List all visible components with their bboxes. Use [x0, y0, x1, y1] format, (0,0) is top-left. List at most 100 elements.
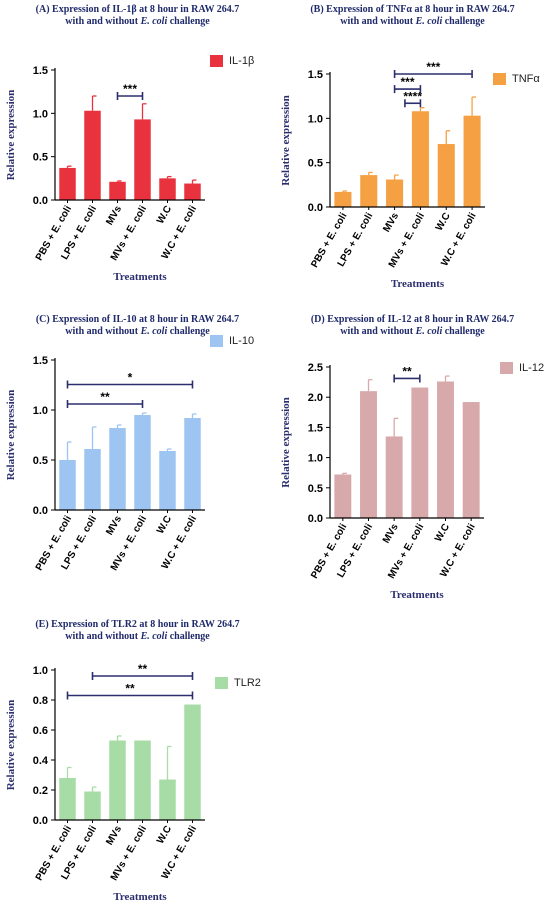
y-tick-label: 2.5	[308, 362, 323, 374]
title-line-1: (E) Expression of TLR2 at 8 hour in RAW …	[35, 619, 240, 630]
x-tick-label: MVs	[104, 204, 124, 228]
y-tick-label: 0.5	[308, 158, 323, 170]
significance-label: ****	[403, 89, 422, 103]
bar	[59, 167, 76, 200]
y-tick-label: 0.4	[33, 755, 49, 767]
y-tick-label: 0.0	[33, 815, 48, 827]
y-tick-label: 0.0	[308, 513, 323, 525]
bar	[184, 183, 201, 200]
x-axis-label: Treatments	[391, 278, 445, 290]
title-line-2: with and without E. coli challenge	[65, 16, 210, 27]
significance-label: **	[100, 390, 110, 404]
y-axis-label: Relative expression	[280, 397, 292, 488]
x-axis-label: Treatments	[390, 589, 444, 601]
x-tick-label: MVs	[104, 824, 124, 848]
bar	[84, 449, 101, 510]
title-line-2: with and without E. coli challenge	[340, 326, 485, 337]
y-tick-label: 0.0	[308, 202, 323, 214]
significance-label: ***	[426, 60, 440, 74]
y-tick-label: 1.0	[308, 453, 323, 465]
chart-title: (E) Expression of TLR2 at 8 hour in RAW …	[5, 619, 270, 643]
y-tick-label: 0.2	[33, 785, 48, 797]
chart-title: (A) Expression of IL-1β at 8 hour in RAW…	[5, 4, 270, 28]
x-tick-label: MVs	[104, 514, 124, 538]
bar	[134, 119, 151, 200]
legend-label: TNFα	[512, 73, 540, 85]
y-tick-label: 0.6	[33, 725, 48, 737]
bar	[134, 415, 151, 510]
significance-label: ***	[400, 75, 414, 89]
panel-c: (C) Expression of IL-10 at 8 hour in RAW…	[0, 310, 275, 600]
y-tick-label: 1.5	[33, 355, 48, 367]
bar	[159, 178, 176, 200]
title-line-2: with and without E. coli challenge	[65, 326, 210, 337]
bar	[184, 418, 201, 510]
panel-a: (A) Expression of IL-1β at 8 hour in RAW…	[0, 0, 275, 290]
bar	[437, 144, 455, 207]
chart-title: (C) Expression of IL-10 at 8 hour in RAW…	[5, 314, 270, 338]
significance-label: **	[125, 682, 135, 696]
y-tick-label: 2.0	[308, 392, 323, 404]
bar	[159, 451, 176, 510]
y-tick-label: 1.0	[33, 665, 48, 677]
title-line-1: (A) Expression of IL-1β at 8 hour in RAW…	[35, 4, 240, 15]
significance-label: ***	[123, 82, 137, 96]
legend-swatch	[210, 55, 223, 67]
x-tick-label: W.C	[433, 522, 452, 544]
y-tick-label: 1.0	[33, 108, 48, 120]
legend: TNFα	[493, 73, 540, 85]
x-tick-label: MVs	[381, 522, 401, 546]
bar	[159, 779, 176, 820]
legend-label: IL-12	[519, 362, 545, 374]
title-line-1: (D) Expression of IL-12 at 8 hour in RAW…	[310, 314, 515, 325]
x-tick-label: W.C	[434, 211, 453, 233]
chart-title: (B) Expression of TNFα at 8 hour in RAW …	[280, 4, 545, 28]
y-axis-label: Relative expression	[280, 95, 292, 186]
bar	[84, 791, 101, 820]
bar	[134, 740, 151, 820]
bar	[109, 428, 126, 510]
bar	[463, 115, 481, 207]
y-axis-label: Relative expression	[5, 390, 17, 481]
y-tick-label: 0.0	[33, 505, 48, 517]
legend-label: IL-1β	[229, 55, 255, 67]
x-tick-label: MVs	[381, 211, 401, 235]
x-axis-label: Treatments	[113, 271, 167, 283]
y-tick-label: 1.0	[33, 405, 48, 417]
bar	[109, 740, 126, 820]
title-line-1: (B) Expression of TNFα at 8 hour in RAW …	[310, 4, 515, 15]
bar	[59, 778, 76, 820]
y-tick-label: 1.0	[308, 113, 323, 125]
panel-e: (E) Expression of TLR2 at 8 hour in RAW …	[0, 615, 275, 907]
chart-title: (D) Expression of IL-12 at 8 hour in RAW…	[280, 314, 545, 338]
bar	[360, 175, 378, 207]
x-tick-label: W.C	[155, 204, 174, 226]
x-axis-label: Treatments	[113, 891, 167, 903]
legend-swatch	[493, 73, 506, 85]
title-line-2: with and without E. coli challenge	[340, 16, 485, 27]
legend-swatch	[210, 335, 223, 347]
bar	[334, 474, 352, 518]
bar	[59, 460, 76, 510]
legend: IL-10	[210, 335, 254, 347]
title-line-2: with and without E. coli challenge	[65, 631, 210, 642]
y-axis-label: Relative expression	[5, 90, 17, 181]
bar	[360, 391, 377, 518]
y-tick-label: 0.8	[33, 695, 48, 707]
bar	[411, 111, 429, 207]
bar	[385, 436, 403, 518]
title-line-1: (C) Expression of IL-10 at 8 hour in RAW…	[35, 314, 240, 325]
legend: IL-12	[500, 362, 544, 374]
bar	[84, 110, 101, 200]
panel-b: (B) Expression of TNFα at 8 hour in RAW …	[275, 0, 550, 290]
panel-d: (D) Expression of IL-12 at 8 hour in RAW…	[275, 310, 550, 601]
bar	[462, 402, 480, 518]
y-tick-label: 0.5	[33, 455, 48, 467]
legend-swatch	[500, 362, 513, 374]
y-axis-label: Relative expression	[5, 700, 17, 791]
